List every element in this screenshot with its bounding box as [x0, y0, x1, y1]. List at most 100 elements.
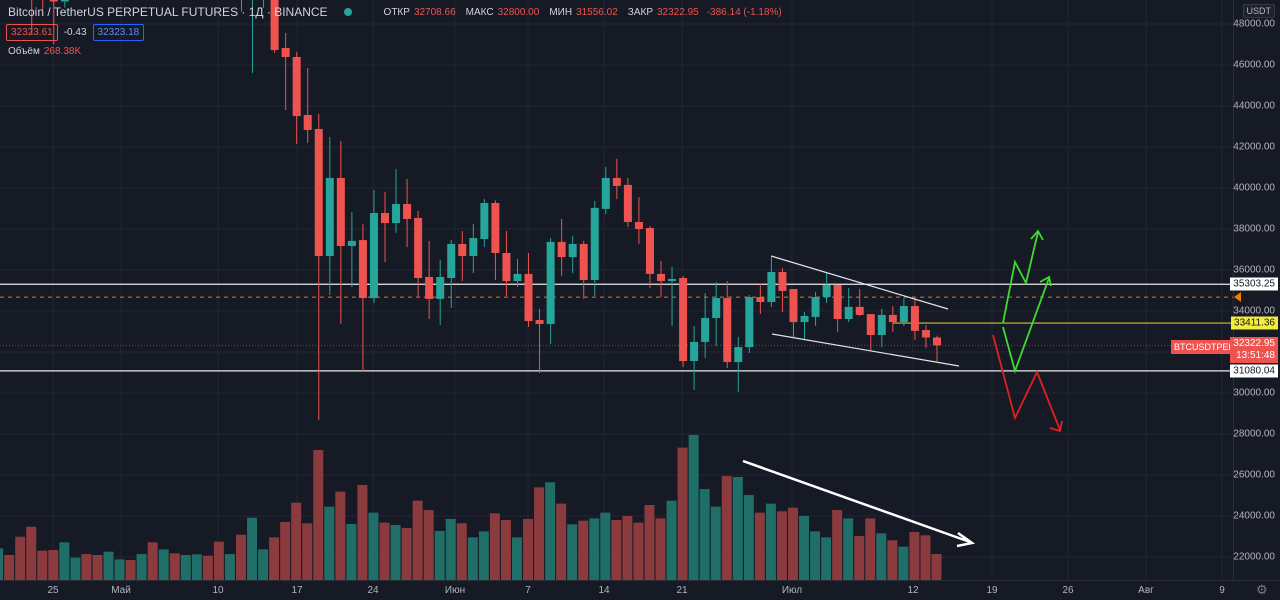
volume-label[interactable]: Объём — [8, 46, 40, 57]
volume-bar — [445, 518, 456, 580]
open-value: 32708.66 — [413, 6, 456, 18]
candle-body — [447, 243, 456, 278]
candle-body — [502, 252, 511, 282]
alert-marker-icon[interactable] — [1234, 292, 1241, 302]
volume-bar — [280, 521, 291, 580]
volume-bar — [346, 523, 357, 580]
time-tick-label: 17 — [291, 585, 303, 596]
candle-body — [645, 227, 654, 274]
bullish-path-arrow-2[interactable] — [1002, 275, 1052, 374]
bullish-path-arrow-1[interactable] — [1002, 229, 1044, 324]
volume-bar — [48, 549, 59, 580]
volume-bar — [511, 537, 522, 580]
candle-body — [723, 298, 732, 363]
volume-bar — [92, 555, 103, 580]
candle-body — [369, 213, 378, 299]
volume-bar — [765, 503, 776, 580]
volume-bar — [743, 495, 754, 580]
candle-body — [888, 314, 897, 323]
candle-body — [701, 317, 710, 342]
candle-body — [458, 243, 467, 257]
symbol-title[interactable]: Bitcoin / TetherUS PERPETUAL FUTURES · 1… — [8, 5, 328, 19]
candle-body — [568, 243, 577, 258]
volume-bar — [776, 511, 787, 580]
candle-body — [612, 177, 621, 186]
volume-bar — [269, 537, 280, 580]
volume-bar — [931, 553, 942, 580]
spread-value: -0.43 — [63, 27, 87, 38]
volume-bar — [600, 512, 611, 580]
volume-bar — [644, 505, 655, 580]
volume-bar — [379, 522, 390, 580]
volume-bar — [489, 513, 500, 580]
triangle-upper-trendline[interactable] — [770, 255, 949, 310]
candle-body — [469, 238, 478, 257]
volume-bar — [898, 546, 909, 580]
volume-bar — [247, 517, 258, 580]
price-tick-label: 26000.00 — [1233, 469, 1275, 481]
price-chart[interactable] — [0, 0, 1233, 580]
level-lines — [0, 283, 1233, 372]
lower-level-tag: 31080.04 — [1230, 364, 1278, 378]
drawings[interactable] — [742, 229, 1063, 548]
volume-bar — [37, 550, 48, 580]
volume-bar — [821, 537, 832, 580]
volume-bar — [456, 523, 467, 580]
volume-bar — [578, 520, 589, 580]
price-tick-label: 44000.00 — [1233, 100, 1275, 112]
volume-bar — [313, 449, 324, 580]
triangle-lower-trendline[interactable] — [771, 333, 960, 367]
time-tick-label: 10 — [212, 585, 224, 596]
settings-gear-icon[interactable]: ⚙ — [1256, 582, 1268, 597]
bearish-path-arrow[interactable] — [992, 334, 1063, 433]
volume-bar — [258, 549, 269, 580]
candle-body — [557, 241, 566, 258]
last-price: 32322.95 — [1233, 338, 1275, 349]
time-axis[interactable]: 25 Май 10 17 24 Июн 7 14 21 Июл 12 19 26 Авг 9 — [0, 580, 1280, 600]
candle-body — [778, 272, 787, 291]
volume-bar — [335, 491, 346, 580]
volume-bar — [235, 534, 246, 580]
candle-body — [690, 341, 699, 362]
candle-body — [634, 222, 643, 230]
candle-body — [546, 241, 555, 324]
volume-bar — [169, 553, 180, 580]
candle-body — [270, 0, 279, 51]
candle-body — [314, 128, 323, 257]
candle-body — [590, 207, 599, 281]
volume-bar — [434, 530, 445, 580]
price-axis[interactable]: USDT 48000.00 46000.00 44000.00 42000.00 400… — [1233, 0, 1280, 580]
time-tick-label: 25 — [47, 585, 59, 596]
candles — [31, 0, 941, 421]
sell-button[interactable]: 32323.61 — [6, 24, 58, 41]
time-tick-label: 12 — [907, 585, 919, 596]
time-tick-label: Авг — [1138, 585, 1154, 596]
candle-body — [49, 0, 58, 2]
volume-down-arrow[interactable] — [742, 459, 976, 548]
price-tick-label: 24000.00 — [1233, 510, 1275, 522]
low-value: 31556.02 — [576, 6, 618, 18]
volume-bar — [865, 518, 876, 580]
price-tick-label: 48000.00 — [1233, 18, 1275, 30]
volume-bar — [401, 527, 412, 580]
volume-bar — [70, 557, 81, 580]
volume-bar — [589, 518, 600, 580]
candle-body — [336, 177, 345, 247]
candle-body — [811, 297, 820, 317]
candle-body — [579, 243, 588, 281]
candle-body — [403, 203, 412, 219]
candle-body — [789, 289, 798, 323]
volume-bar — [754, 512, 765, 580]
volume-bar — [633, 522, 644, 580]
volume-bar — [357, 485, 368, 580]
volume-bar — [810, 531, 821, 580]
candle-body — [358, 240, 367, 299]
candle-body — [491, 202, 500, 253]
buy-button[interactable]: 32323.18 — [92, 24, 145, 41]
candle-body — [513, 273, 522, 282]
candle-body — [623, 184, 632, 223]
grid — [0, 0, 1233, 580]
currency-unit-button[interactable]: USDT — [1242, 4, 1275, 18]
close-value: 32322.95 — [657, 6, 699, 18]
time-tick-label: 14 — [598, 585, 610, 596]
